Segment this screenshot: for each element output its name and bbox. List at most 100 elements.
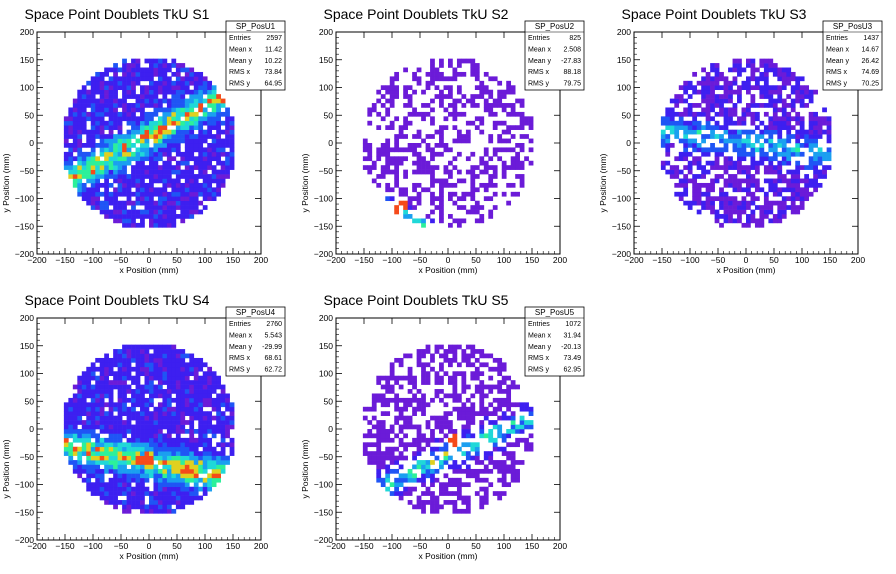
bin-cell xyxy=(519,178,525,184)
bin-cell xyxy=(171,357,177,363)
bin-cell xyxy=(737,116,742,122)
bin-cell xyxy=(166,437,172,443)
bin-cell xyxy=(443,446,449,452)
bin-cell xyxy=(389,375,395,381)
bin-cell xyxy=(474,71,480,77)
bin-cell xyxy=(122,76,127,82)
y-tick-label: −200 xyxy=(612,249,631,259)
bin-cell xyxy=(216,156,221,162)
bin-cell xyxy=(403,125,408,130)
bin-cell xyxy=(434,85,440,91)
bin-cell xyxy=(166,174,172,179)
bin-cell xyxy=(175,460,181,465)
bin-cell xyxy=(452,138,458,144)
bin-cell xyxy=(99,424,105,430)
bin-cell xyxy=(443,486,449,492)
bin-cell xyxy=(108,424,114,430)
bin-cell xyxy=(99,125,105,130)
bin-cell xyxy=(483,196,489,202)
bin-cell xyxy=(202,138,208,144)
bin-cell xyxy=(407,205,413,210)
bin-cell xyxy=(149,433,154,439)
bin-cell xyxy=(135,138,141,144)
bin-cell xyxy=(166,406,172,412)
bin-cell xyxy=(768,169,774,175)
bin-cell xyxy=(131,429,136,434)
bin-cell xyxy=(732,63,738,68)
bin-cell xyxy=(669,169,675,175)
bin-cell xyxy=(207,111,213,117)
bin-cell xyxy=(184,151,190,157)
chart-title: Space Point Doublets TkU S3 xyxy=(622,6,807,22)
bin-cell xyxy=(421,111,426,117)
bin-cell xyxy=(732,178,738,184)
stats-row-value: -27.83 xyxy=(561,58,581,65)
bin-cell xyxy=(479,80,485,86)
bin-cell xyxy=(95,437,101,443)
bin-cell xyxy=(719,94,724,99)
bin-cell xyxy=(90,103,96,108)
bin-cell xyxy=(122,182,127,188)
bin-cell xyxy=(456,446,462,452)
bin-cell xyxy=(99,165,105,170)
bin-cell xyxy=(220,151,226,157)
bin-cell xyxy=(184,205,190,210)
bin-cell xyxy=(166,214,172,219)
bin-cell xyxy=(149,357,154,363)
bin-cell xyxy=(198,151,204,157)
bin-cell xyxy=(220,103,226,108)
bin-cell xyxy=(443,85,449,91)
bin-cell xyxy=(117,442,123,448)
x-tick-label: 50 xyxy=(471,255,481,265)
bin-cell xyxy=(211,406,217,412)
bin-cell xyxy=(701,174,706,179)
bin-cell xyxy=(180,103,186,108)
bin-cell xyxy=(795,169,801,175)
bin-cell xyxy=(750,174,756,179)
bin-cell xyxy=(746,222,751,228)
bin-cell xyxy=(683,165,689,170)
bin-cell xyxy=(157,446,163,452)
bin-cell xyxy=(175,147,181,153)
stats-row-label: RMS y xyxy=(528,367,550,374)
bin-cell xyxy=(113,174,118,179)
bin-cell xyxy=(171,156,177,162)
bin-cell xyxy=(750,191,756,197)
bin-cell xyxy=(122,89,127,95)
bin-cell xyxy=(166,138,172,144)
bin-cell xyxy=(131,178,136,184)
bin-cell xyxy=(515,384,520,390)
bin-cell xyxy=(95,169,101,175)
bin-cell xyxy=(162,420,168,425)
bin-cell xyxy=(528,147,534,153)
bin-cell xyxy=(86,429,92,434)
bin-cell xyxy=(705,182,711,188)
bin-cell xyxy=(140,495,145,501)
bin-cell xyxy=(452,125,458,130)
bin-cell xyxy=(117,420,123,425)
bin-cell xyxy=(479,362,485,368)
bin-cell xyxy=(470,182,476,188)
bin-cell xyxy=(131,169,136,175)
bin-cell xyxy=(140,151,145,157)
bin-cell xyxy=(135,178,141,184)
bin-cell xyxy=(461,94,467,99)
bin-cell xyxy=(144,174,150,179)
bin-cell xyxy=(193,384,199,390)
bin-cell xyxy=(389,187,395,193)
bin-cell xyxy=(501,120,507,126)
bin-cell xyxy=(714,67,720,73)
bin-cell xyxy=(144,433,150,439)
bin-cell xyxy=(95,473,101,479)
bin-cell xyxy=(180,200,186,206)
bin-cell xyxy=(149,80,154,86)
bin-cell xyxy=(180,120,186,126)
bin-cell xyxy=(122,218,127,224)
bin-cell xyxy=(497,433,503,439)
bin-cell xyxy=(389,160,395,166)
bin-cell xyxy=(750,165,756,170)
x-axis: −200 −150 −100 −50 0 50 100 150 200 xyxy=(624,32,865,265)
bin-cell xyxy=(705,80,711,86)
bin-cell xyxy=(474,349,480,354)
x-tick-label: −200 xyxy=(326,541,345,551)
